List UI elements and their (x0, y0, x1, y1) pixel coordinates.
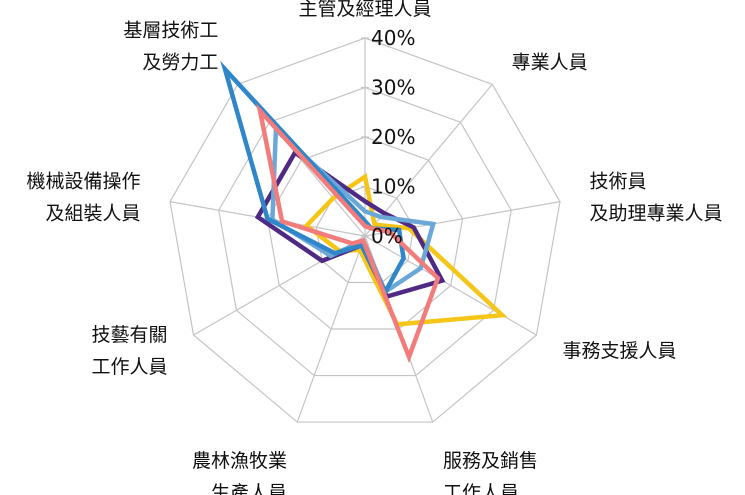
tick-label-0: 0% (371, 224, 403, 248)
category-label-5-1: 服務及銷售 (443, 450, 538, 472)
radar-grid (169, 37, 561, 423)
grid-ring-4 (169, 37, 561, 423)
tick-label-1: 10% (371, 175, 415, 199)
spoke-6 (296, 235, 366, 423)
category-label-5-2: 工作人員 (443, 482, 519, 495)
series-line-5 (256, 103, 441, 364)
tick-labels: 0% 10% 20% 30% 40% (371, 26, 415, 248)
category-labels: 主管及經理人員專業人員技術員及助理專業人員事務支援人員服務及銷售工作人員農林漁牧… (26, 0, 722, 495)
spoke-4 (364, 235, 537, 336)
category-label-8-1: 機械設備操作 (26, 170, 140, 192)
radar-series (220, 60, 508, 364)
category-label-7-1: 技藝有關 (91, 324, 167, 346)
category-label-4-1: 事務支援人員 (563, 340, 677, 362)
category-label-9-2: 及勞力工 (142, 51, 218, 73)
series-line-1 (303, 172, 508, 327)
grid-ring-3 (218, 86, 512, 377)
tick-label-4: 40% (371, 26, 415, 50)
category-label-6-1: 農林漁牧業 (192, 450, 287, 472)
category-label-1-1: 主管及經理人員 (298, 0, 431, 20)
category-label-9-1: 基層技術工 (123, 19, 218, 41)
category-label-6-2: 生產人員 (211, 482, 287, 495)
tick-label-3: 30% (371, 76, 415, 100)
spoke-9 (237, 83, 366, 237)
category-label-2-1: 專業人員 (512, 51, 588, 73)
spoke-2 (364, 83, 493, 237)
grid-ring-1 (315, 185, 415, 284)
category-label-7-2: 工作人員 (91, 356, 167, 378)
grid-ring-2 (266, 136, 464, 330)
category-label-3-1: 技術員 (590, 170, 647, 192)
category-label-8-2: 及組裝人員 (45, 202, 140, 224)
category-label-3-2: 及助理專業人員 (590, 202, 723, 224)
tick-label-2: 20% (371, 125, 415, 149)
